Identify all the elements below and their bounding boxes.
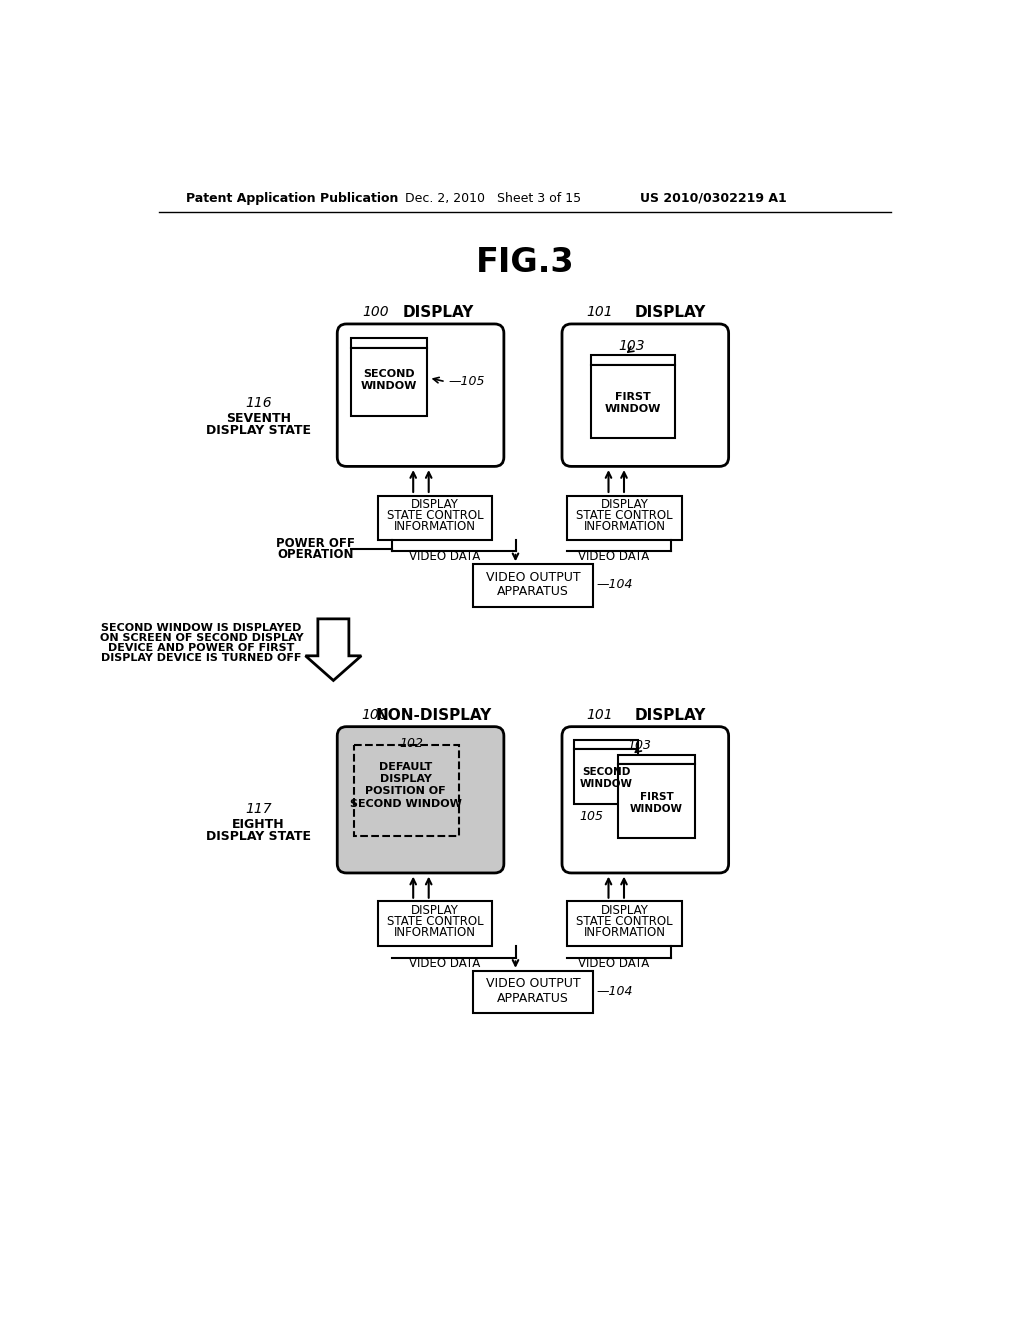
Text: STATE CONTROL: STATE CONTROL <box>387 510 483 523</box>
Text: SECOND
WINDOW: SECOND WINDOW <box>580 767 633 789</box>
Text: DISPLAY: DISPLAY <box>601 499 649 511</box>
Text: —104: —104 <box>597 985 634 998</box>
Text: —105: —105 <box>449 375 484 388</box>
Text: DISPLAY: DISPLAY <box>635 305 707 319</box>
Text: Dec. 2, 2010   Sheet 3 of 15: Dec. 2, 2010 Sheet 3 of 15 <box>406 191 582 205</box>
Text: 100: 100 <box>361 708 388 722</box>
Text: NON-DISPLAY: NON-DISPLAY <box>376 708 493 722</box>
Text: DISPLAY: DISPLAY <box>411 499 459 511</box>
Text: 103: 103 <box>618 338 645 352</box>
Text: VIDEO DATA: VIDEO DATA <box>578 550 649 564</box>
Text: APPARATUS: APPARATUS <box>497 991 569 1005</box>
Polygon shape <box>305 619 361 681</box>
Bar <box>574 739 638 748</box>
Text: POSITION OF: POSITION OF <box>366 787 445 796</box>
Text: SECOND WINDOW IS DISPLAYED: SECOND WINDOW IS DISPLAYED <box>101 623 302 634</box>
Text: SECOND WINDOW: SECOND WINDOW <box>349 799 462 809</box>
FancyBboxPatch shape <box>337 726 504 873</box>
Bar <box>351 348 427 416</box>
Bar <box>473 564 593 607</box>
Text: STATE CONTROL: STATE CONTROL <box>577 510 673 523</box>
Text: 103: 103 <box>628 739 651 751</box>
Text: DISPLAY: DISPLAY <box>635 708 707 722</box>
Text: INFORMATION: INFORMATION <box>584 520 666 533</box>
Text: —104: —104 <box>597 578 634 591</box>
FancyBboxPatch shape <box>562 323 729 466</box>
FancyBboxPatch shape <box>337 323 504 466</box>
Text: FIRST
WINDOW: FIRST WINDOW <box>630 792 683 813</box>
Bar <box>567 496 682 540</box>
Bar <box>574 748 638 804</box>
Text: DISPLAY STATE: DISPLAY STATE <box>206 424 310 437</box>
Text: STATE CONTROL: STATE CONTROL <box>577 915 673 928</box>
Bar <box>592 355 675 364</box>
Text: EIGHTH: EIGHTH <box>231 818 285 832</box>
Bar <box>567 902 682 946</box>
Text: DISPLAY: DISPLAY <box>411 904 459 917</box>
Text: 102: 102 <box>399 737 423 750</box>
Text: FIRST
WINDOW: FIRST WINDOW <box>605 392 662 414</box>
Text: VIDEO OUTPUT: VIDEO OUTPUT <box>485 570 581 583</box>
Text: 105: 105 <box>580 810 603 824</box>
Text: VIDEO DATA: VIDEO DATA <box>578 957 649 970</box>
Text: 116: 116 <box>245 396 271 411</box>
Text: DISPLAY STATE: DISPLAY STATE <box>206 829 310 842</box>
Bar <box>617 764 695 837</box>
Bar <box>473 970 593 1014</box>
Bar <box>354 744 459 836</box>
Text: INFORMATION: INFORMATION <box>394 925 476 939</box>
Text: DISPLAY: DISPLAY <box>402 305 474 319</box>
Text: 101: 101 <box>586 305 612 319</box>
Text: DEFAULT: DEFAULT <box>379 762 432 772</box>
Text: DISPLAY: DISPLAY <box>601 904 649 917</box>
Text: STATE CONTROL: STATE CONTROL <box>387 915 483 928</box>
Text: OPERATION: OPERATION <box>278 548 354 561</box>
Text: VIDEO OUTPUT: VIDEO OUTPUT <box>485 977 581 990</box>
Text: 101: 101 <box>586 708 612 722</box>
Text: SEVENTH: SEVENTH <box>225 412 291 425</box>
FancyBboxPatch shape <box>562 726 729 873</box>
Text: ON SCREEN OF SECOND DISPLAY: ON SCREEN OF SECOND DISPLAY <box>99 634 303 643</box>
Text: 100: 100 <box>362 305 389 319</box>
Text: 117: 117 <box>245 803 271 816</box>
Text: DISPLAY DEVICE IS TURNED OFF: DISPLAY DEVICE IS TURNED OFF <box>101 653 302 663</box>
Bar <box>617 755 695 764</box>
Text: INFORMATION: INFORMATION <box>394 520 476 533</box>
Bar <box>378 902 493 946</box>
Bar <box>378 496 493 540</box>
Bar <box>351 338 427 348</box>
Text: VIDEO DATA: VIDEO DATA <box>409 550 480 564</box>
Text: POWER OFF: POWER OFF <box>276 537 355 550</box>
Text: DEVICE AND POWER OF FIRST: DEVICE AND POWER OF FIRST <box>109 643 295 653</box>
Text: SECOND
WINDOW: SECOND WINDOW <box>361 370 418 391</box>
Bar <box>592 364 675 438</box>
Text: VIDEO DATA: VIDEO DATA <box>409 957 480 970</box>
Text: DISPLAY: DISPLAY <box>380 774 431 784</box>
Text: FIG.3: FIG.3 <box>475 246 574 279</box>
Text: APPARATUS: APPARATUS <box>497 585 569 598</box>
Text: Patent Application Publication: Patent Application Publication <box>186 191 398 205</box>
Text: INFORMATION: INFORMATION <box>584 925 666 939</box>
Text: US 2010/0302219 A1: US 2010/0302219 A1 <box>640 191 786 205</box>
